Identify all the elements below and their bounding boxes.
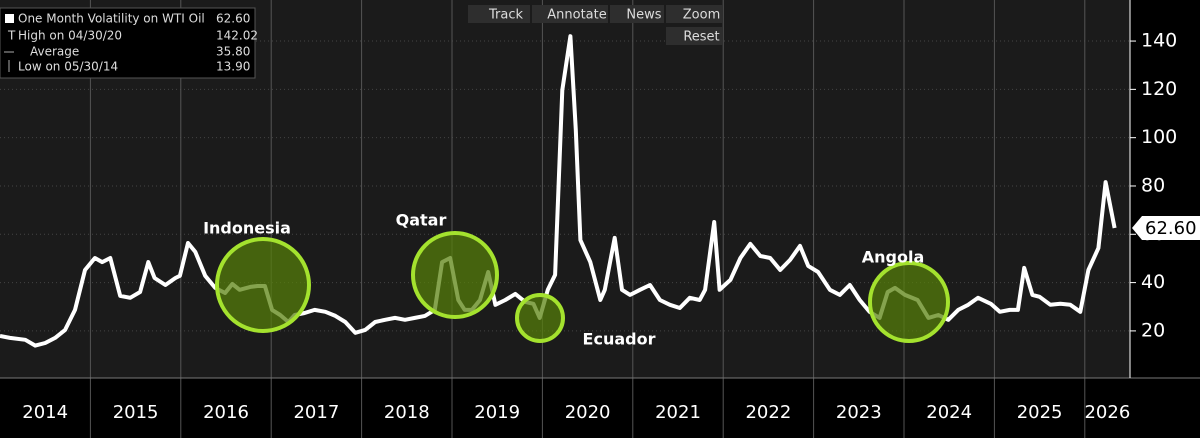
annotation-label: Indonesia [203,219,291,238]
x-tick-label: 2021 [655,402,701,423]
toolbar-button[interactable] [666,5,723,23]
toolbar-button[interactable] [532,5,608,23]
annotation-circle [411,231,499,319]
toolbar-label[interactable]: Zoom [683,8,720,23]
toolbar-label[interactable]: News [626,8,661,23]
y-tick-label: 140 [1141,30,1177,52]
x-tick-label: 2023 [836,402,882,423]
x-tick-label: 2018 [384,402,430,423]
x-tick-label: 2014 [22,402,68,423]
annotation-label: Qatar [396,211,447,230]
legend-label: High on 04/30/20 [18,29,122,43]
legend-value: 62.60 [216,12,250,26]
legend-label: Average [30,45,79,59]
x-tick-label: 2017 [293,402,339,423]
x-tick-label: 2022 [745,402,791,423]
annotation-circle [515,293,565,343]
y-tick-label: 40 [1141,271,1165,293]
x-tick-label: 2015 [113,402,159,423]
toolbar-label[interactable]: Annotate [547,8,606,23]
legend-swatch [5,14,14,23]
toolbar-button[interactable] [610,5,664,23]
y-tick-label: 20 [1141,319,1165,341]
annotation-label: Angola [862,248,925,267]
y-tick-label: 100 [1141,126,1177,148]
toolbar-button[interactable] [666,27,723,45]
annotation-circle [868,261,950,343]
x-tick-label: 2026 [1084,402,1130,423]
legend-label: Low on 05/30/14 [18,60,118,74]
legend-icon: T [7,29,16,43]
annotation-circle [215,237,311,333]
last-value-label: 62.60 [1145,218,1197,239]
legend-value: 35.80 [216,45,250,59]
x-tick-label: 2020 [565,402,611,423]
x-tick-label: 2025 [1017,402,1063,423]
legend-box [0,7,256,79]
y-tick-label: 80 [1141,174,1165,196]
toolbar-label[interactable]: Reset [683,30,719,45]
legend-value: 142.02 [216,29,258,43]
last-value-tag [1132,216,1200,241]
toolbar-label[interactable]: Track [488,8,523,23]
x-tick-label: 2016 [203,402,249,423]
x-tick-label: 2019 [474,402,520,423]
toolbar-button[interactable] [468,5,530,23]
y-tick-label: 120 [1141,78,1177,100]
legend-value: 13.90 [216,60,250,74]
x-tick-label: 2024 [926,402,972,423]
annotation-label: Ecuador [583,330,656,349]
legend-label: One Month Volatility on WTI Oil [18,12,205,26]
